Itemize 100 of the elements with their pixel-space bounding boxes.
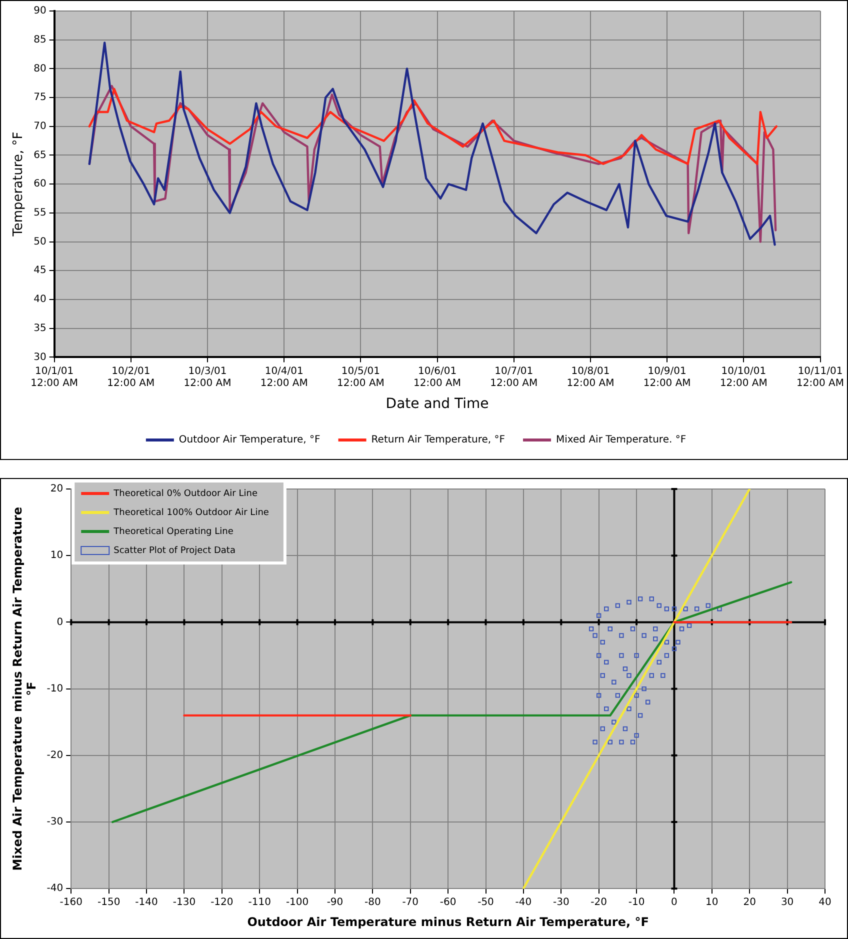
- point: [588, 626, 594, 632]
- x-tick-label: 0: [671, 897, 678, 908]
- x-tick-label: -60: [440, 897, 456, 908]
- x-tick-label: 10/7/01 12:00 AM: [490, 366, 538, 389]
- point: [596, 613, 602, 618]
- y-axis-title: Temperature, °F: [11, 132, 26, 238]
- x-axis-title: Outdoor Air Temperature minus Return Air Temperature, °F: [247, 914, 649, 929]
- point: [592, 633, 598, 638]
- x-tick-label: -90: [326, 897, 344, 908]
- x-tick-label: -120: [210, 897, 234, 908]
- y-tick-label: 30: [34, 352, 46, 363]
- x-tick-label: -100: [286, 897, 309, 908]
- y-tick-label: -40: [46, 883, 64, 894]
- legend-label: Outdoor Air Temperature, °F: [178, 434, 321, 446]
- point: [622, 726, 628, 732]
- y-axis-title: Mixed Air Temperature minus Return Air Temperature °F: [10, 506, 39, 871]
- point: [649, 673, 654, 678]
- y-tick-label: 65: [34, 150, 46, 161]
- point: [664, 653, 670, 658]
- y-tick-label: 55: [34, 208, 46, 219]
- x-tick-label: -140: [135, 897, 158, 908]
- x-tick-label: 20: [743, 897, 756, 908]
- point: [656, 660, 662, 664]
- x-tick-label: -10: [628, 897, 645, 908]
- x-tick-label: -70: [402, 897, 419, 908]
- point: [612, 720, 616, 724]
- point: [630, 626, 636, 632]
- y-tick-label: 85: [34, 34, 46, 46]
- x-tick-label: 10/8/01 12:00 AM: [566, 366, 614, 389]
- point: [615, 603, 620, 608]
- point: [642, 633, 646, 638]
- x-tick-label: 10/11/01 12:00 AM: [796, 366, 844, 389]
- point: [717, 606, 722, 612]
- x-tick-label: -20: [590, 897, 608, 908]
- point: [653, 626, 658, 632]
- x-tick-label: 10/4/01 12:00 AM: [260, 366, 308, 389]
- point: [672, 606, 677, 612]
- x-tick-label: 10/2/01 12:00 AM: [107, 366, 155, 389]
- point: [694, 606, 700, 612]
- y-tick-label: 0: [56, 616, 64, 628]
- x-tick-label: -50: [478, 897, 494, 908]
- legend-label: Theoretical 100% Outdoor Air Line: [112, 508, 270, 518]
- y-tick-label: 10: [50, 550, 64, 562]
- point: [706, 603, 710, 608]
- y-tick-label: 60: [34, 178, 46, 190]
- point: [638, 713, 643, 718]
- point: [619, 740, 624, 744]
- x-tick-label: -30: [552, 897, 570, 908]
- y-tick-label: 40: [34, 294, 46, 306]
- point: [600, 640, 605, 645]
- y-tick-label: 45: [34, 265, 46, 276]
- point: [679, 626, 684, 632]
- point: [634, 693, 639, 698]
- x-tick-label: -130: [172, 897, 196, 908]
- y-tick-label: 35: [34, 322, 46, 334]
- point: [649, 596, 654, 602]
- point: [596, 653, 602, 658]
- point: [653, 636, 658, 642]
- point: [646, 700, 650, 704]
- point: [600, 726, 605, 732]
- point: [619, 633, 624, 638]
- legend-label: Return Air Temperature, °F: [371, 434, 506, 446]
- point: [626, 673, 632, 678]
- point: [656, 603, 662, 608]
- x-tick-label: 10: [706, 897, 718, 908]
- x-tick-label: 10/9/01 12:00 AM: [643, 366, 691, 389]
- point: [608, 626, 612, 632]
- point: [672, 646, 677, 652]
- point: [604, 706, 609, 712]
- x-tick-label: -110: [248, 897, 271, 908]
- point: [630, 740, 636, 744]
- point: [622, 666, 628, 672]
- y-tick-label: -30: [46, 816, 64, 828]
- legend-label: Theoretical Operating Line: [112, 526, 234, 537]
- x-axis-title: Date and Time: [386, 396, 489, 412]
- point: [592, 740, 598, 744]
- y-tick-label: -10: [46, 683, 64, 694]
- y-tick-label: 70: [34, 120, 46, 132]
- point: [676, 640, 680, 645]
- point: [619, 653, 624, 658]
- point: [686, 623, 692, 628]
- point: [634, 733, 639, 738]
- x-tick-label: -80: [364, 897, 381, 908]
- point: [608, 740, 612, 744]
- x-tick-label: 10/6/01 12:00 AM: [414, 366, 462, 389]
- x-tick-label: 10/10/01 12:00 AM: [720, 366, 768, 389]
- x-tick-label: 10/3/01 12:00 AM: [184, 366, 232, 389]
- point: [604, 660, 609, 664]
- x-tick-label: -160: [60, 897, 82, 908]
- x-tick-label: 10/1/01 12:00 AM: [30, 366, 78, 389]
- x-tick-label: -40: [515, 897, 532, 908]
- point: [626, 706, 632, 712]
- point: [660, 673, 666, 678]
- point: [612, 680, 616, 684]
- y-tick-label: 90: [34, 6, 46, 17]
- y-tick-label: 50: [34, 236, 46, 248]
- point: [600, 673, 605, 678]
- point: [664, 606, 670, 612]
- legend-label: Mixed Air Temperature. °F: [556, 434, 686, 446]
- point: [626, 600, 632, 605]
